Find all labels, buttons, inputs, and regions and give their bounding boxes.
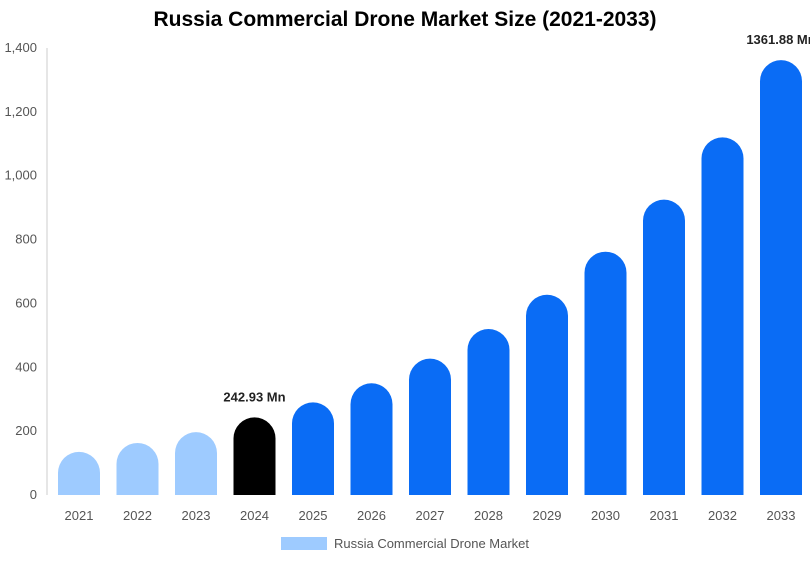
legend-label: Russia Commercial Drone Market <box>333 536 530 552</box>
x-tick-label: 2031 <box>650 508 679 523</box>
legend-swatch <box>280 537 327 551</box>
bar-2027 <box>409 358 451 495</box>
y-tick-label: 600 <box>15 295 37 310</box>
bar-2022 <box>116 442 159 495</box>
bar-2032 <box>701 137 744 495</box>
y-tick-label: 0 <box>30 487 37 502</box>
x-tick-label: 2033 <box>767 508 796 523</box>
x-tick-label: 2025 <box>299 508 328 523</box>
x-tick-label: 2024 <box>240 508 269 523</box>
chart-title: Russia Commercial Drone Market Size (202… <box>153 8 657 31</box>
bar-2029 <box>526 294 568 495</box>
y-tick-label: 1,200 <box>4 104 37 119</box>
bar-2030 <box>584 251 627 495</box>
bar-2028 <box>467 328 510 495</box>
data-label: 1361.88 Mn <box>746 32 810 47</box>
x-tick-label: 2027 <box>416 508 445 523</box>
bar-2033 <box>760 60 802 495</box>
y-tick-label: 400 <box>15 359 37 374</box>
legend: Russia Commercial Drone Market <box>0 535 810 551</box>
x-axis: 2021 2022 2023 2024 2025 2026 2027 2028 2029 2030… <box>65 508 796 523</box>
x-tick-label: 2021 <box>65 508 94 523</box>
bar-2025 <box>292 402 334 495</box>
x-tick-label: 2023 <box>182 508 211 523</box>
bar-2026 <box>350 383 393 495</box>
bars <box>58 60 802 496</box>
data-labels: 242.93 Mn 1361.88 Mn <box>223 32 810 404</box>
x-tick-label: 2022 <box>123 508 152 523</box>
y-tick-label: 200 <box>15 423 37 438</box>
bar-2024 <box>233 417 276 495</box>
bar-2031 <box>643 199 685 496</box>
x-tick-label: 2030 <box>591 508 620 523</box>
y-tick-label: 1,400 <box>4 40 37 55</box>
bar-2021 <box>58 451 100 495</box>
x-tick-label: 2029 <box>533 508 562 523</box>
x-tick-label: 2028 <box>474 508 503 523</box>
x-tick-label: 2026 <box>357 508 386 523</box>
y-tick-label: 1,000 <box>4 168 37 183</box>
bar-2023 <box>175 432 217 495</box>
y-tick-label: 800 <box>15 232 37 247</box>
y-axis: 0 200 400 600 800 1,000 1,200 1,400 <box>4 40 37 502</box>
data-label: 242.93 Mn <box>223 389 285 404</box>
x-tick-label: 2032 <box>708 508 737 523</box>
